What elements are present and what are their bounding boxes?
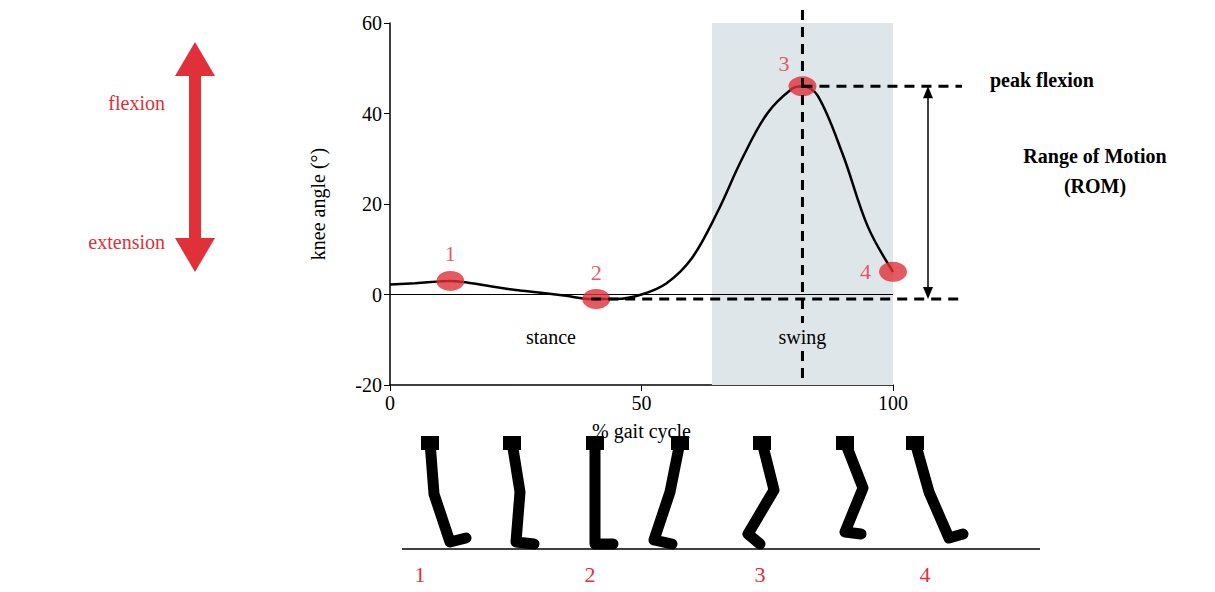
svg-text:3: 3: [755, 562, 766, 587]
svg-text:4: 4: [920, 562, 931, 587]
svg-text:2: 2: [585, 562, 596, 587]
svg-text:3: 3: [778, 51, 789, 76]
svg-text:100: 100: [878, 392, 908, 414]
svg-text:40: 40: [362, 103, 382, 125]
svg-text:extension: extension: [88, 231, 165, 253]
svg-text:60: 60: [362, 12, 382, 34]
svg-text:(ROM): (ROM): [1064, 175, 1126, 198]
svg-text:0: 0: [385, 392, 395, 414]
svg-text:4: 4: [860, 259, 871, 284]
svg-text:% gait cycle: % gait cycle: [592, 420, 691, 442]
svg-text:flexion: flexion: [108, 92, 165, 114]
svg-text:-20: -20: [355, 374, 382, 396]
svg-text:swing: swing: [779, 326, 827, 349]
svg-text:0: 0: [372, 284, 382, 306]
svg-text:stance: stance: [526, 326, 576, 348]
svg-text:knee angle (°): knee angle (°): [307, 148, 330, 260]
svg-text:50: 50: [632, 392, 652, 414]
svg-text:Range of Motion: Range of Motion: [1023, 145, 1166, 168]
svg-text:20: 20: [362, 193, 382, 215]
svg-text:2: 2: [591, 260, 602, 285]
svg-text:1: 1: [445, 241, 456, 266]
svg-text:1: 1: [415, 562, 426, 587]
svg-text:peak flexion: peak flexion: [990, 69, 1094, 92]
